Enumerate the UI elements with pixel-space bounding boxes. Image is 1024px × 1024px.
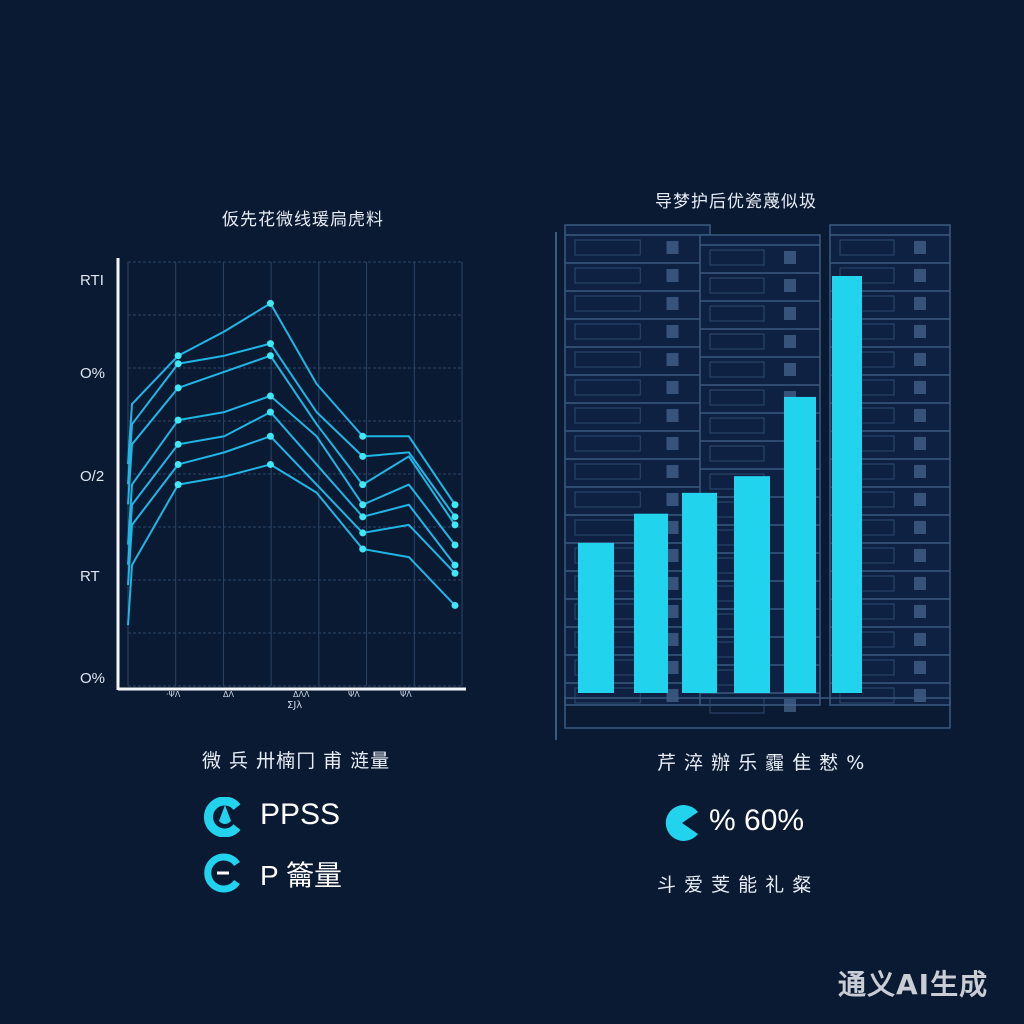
stat-value-percent: % 60% xyxy=(709,804,805,837)
y-label-1: O% xyxy=(80,365,106,382)
x-tick-5: ΨΛ xyxy=(400,690,412,699)
data-point xyxy=(174,440,182,448)
data-point xyxy=(174,416,182,424)
data-point xyxy=(266,392,274,400)
data-point xyxy=(451,513,459,521)
stats-right-heading: 芹 淬 辦 乐 霾 隹 慭 % xyxy=(657,752,866,774)
data-point xyxy=(451,541,459,549)
data-point xyxy=(451,501,459,509)
droplet-ring-icon xyxy=(204,797,241,837)
data-point xyxy=(174,384,182,392)
bar-1 xyxy=(578,542,614,693)
x-tick-1: ·ΨΛ xyxy=(166,690,181,699)
stat-item-p-volume: P 籥量 xyxy=(203,853,403,893)
x-tick-3: ΔΛΛ xyxy=(293,690,310,699)
data-point xyxy=(174,360,182,368)
y-label-4: O% xyxy=(80,670,106,687)
stat-item-ppss: PPSS xyxy=(203,797,403,837)
stat-value-p-volume: P 籥量 xyxy=(260,860,342,891)
y-label-2: O/2 xyxy=(80,468,105,485)
bar-4 xyxy=(734,476,770,693)
data-point xyxy=(359,481,367,489)
stats-left-heading: 微 兵 卅楠冂 甫 涟量 xyxy=(202,750,391,772)
data-point xyxy=(266,352,274,360)
data-point xyxy=(266,460,274,468)
data-point xyxy=(174,481,182,489)
pie-gauge-icon xyxy=(665,805,698,841)
y-label-3: RT xyxy=(80,568,100,585)
data-point xyxy=(266,408,274,416)
x-axis-label: ΣJλ xyxy=(287,700,303,711)
stat-value-ppss: PPSS xyxy=(260,798,341,831)
stat-percent: % 60% xyxy=(662,802,862,844)
bar-3 xyxy=(682,492,717,693)
watermark: 通义AI生成 xyxy=(838,968,989,1001)
bar-6 xyxy=(832,276,862,693)
data-point xyxy=(266,340,274,348)
data-point xyxy=(174,352,182,360)
stats-right-subheading: 斗 爱 芰 能 礼 粲 xyxy=(657,874,813,896)
data-point xyxy=(359,501,367,509)
data-point xyxy=(451,601,459,609)
data-point xyxy=(451,561,459,569)
data-point xyxy=(266,432,274,440)
data-point xyxy=(451,521,459,529)
y-label-0: RTI xyxy=(80,272,104,289)
data-point xyxy=(359,529,367,537)
bar-5 xyxy=(784,396,816,693)
x-tick-2: ΔΛ xyxy=(223,690,234,699)
minus-ring-icon xyxy=(204,853,240,893)
x-tick-4: ΨΛ xyxy=(348,690,360,699)
data-point xyxy=(174,460,182,468)
bar-2 xyxy=(634,513,668,693)
data-point xyxy=(359,545,367,553)
data-point xyxy=(451,569,459,577)
data-point xyxy=(359,452,367,460)
line-chart-title: 仮先花微线瑗扃虎料 xyxy=(222,210,384,230)
data-point xyxy=(359,432,367,440)
data-point xyxy=(266,299,274,307)
bar-chart-title: 导梦护后优瓷蔑似圾 xyxy=(655,192,817,212)
data-point xyxy=(359,513,367,521)
